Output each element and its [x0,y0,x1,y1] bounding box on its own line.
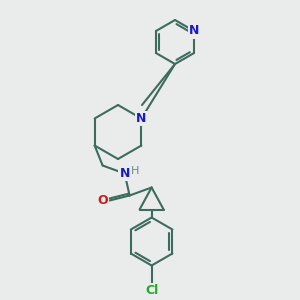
Text: N: N [119,167,130,180]
Text: N: N [189,25,199,38]
Text: N: N [136,112,147,125]
Text: O: O [97,194,108,207]
Text: Cl: Cl [145,284,158,297]
Text: H: H [130,166,139,176]
